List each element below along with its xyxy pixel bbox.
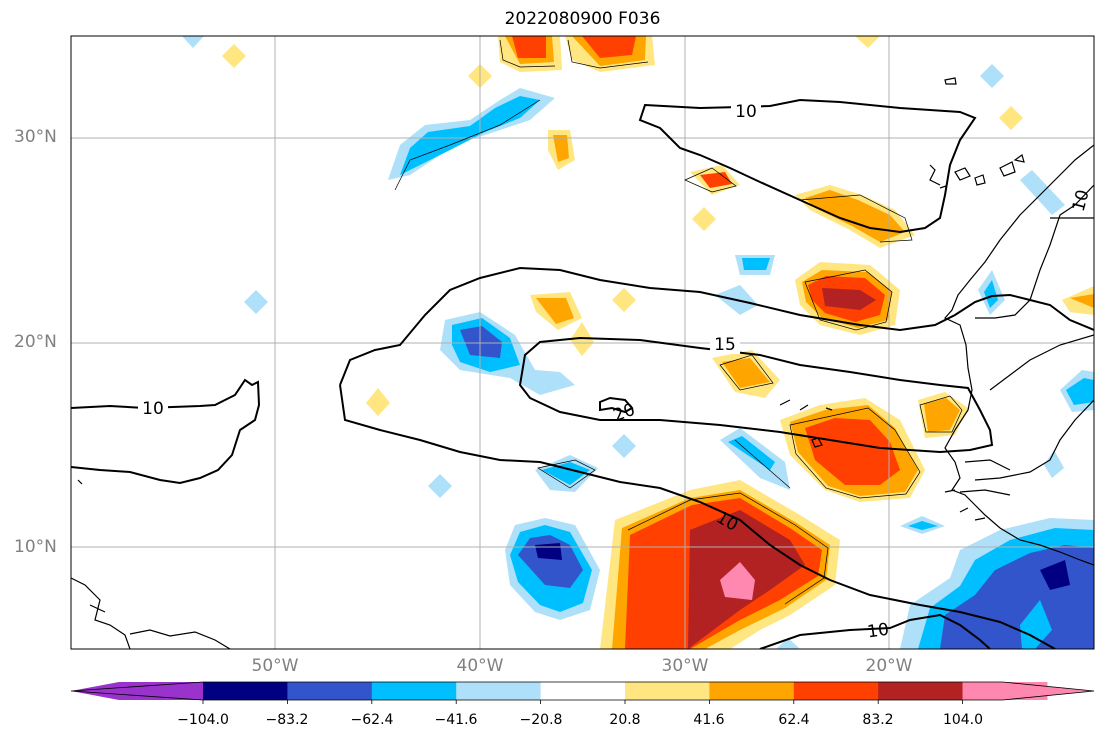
contour-labels: 10 10 15 20 10 10 10 — [138, 100, 1094, 642]
colorbar-tick-label: −104.0 — [177, 712, 229, 728]
colorbar-segment — [540, 682, 626, 700]
graticule — [71, 36, 1094, 649]
colorbar-tick-label: 83.2 — [862, 712, 894, 728]
colorbar-segment — [793, 682, 879, 700]
colorbar-extend-low — [71, 682, 203, 700]
lat-label-20n: 20°N — [14, 332, 57, 352]
map-plot-area: 10 10 15 20 10 10 10 — [71, 36, 1094, 649]
colorbar-segment — [456, 682, 542, 700]
colorbar — [70, 681, 1095, 704]
colorbar-segment — [371, 682, 457, 700]
colorbar-tick-label: 62.4 — [778, 712, 810, 728]
colorbar-tick-label: −62.4 — [350, 712, 394, 728]
colorbar-tick-label: 104.0 — [942, 712, 984, 728]
lon-label-20w: 20°W — [865, 656, 913, 676]
lon-label-50w: 50°W — [251, 656, 299, 676]
lon-label-30w: 30°W — [661, 656, 709, 676]
lat-label-30n: 30°N — [14, 127, 57, 147]
contour-label: 15 — [714, 335, 736, 355]
plot-frame — [70, 35, 1095, 650]
lat-label-10n: 10°N — [14, 537, 57, 557]
colorbar-tick-label: −83.2 — [265, 712, 309, 728]
contour-label: 10 — [866, 620, 890, 643]
colorbar-extend-high — [962, 682, 1094, 700]
contour-label: 10 — [735, 102, 757, 122]
negative-anomaly-fills — [182, 36, 1094, 649]
coastlines — [71, 77, 1094, 649]
colorbar-tick-label: −20.8 — [519, 712, 563, 728]
lon-label-40w: 40°W — [456, 656, 504, 676]
contour-label: 10 — [142, 399, 164, 419]
isoline-contours — [71, 98, 1094, 649]
colorbar-segment — [203, 682, 288, 700]
colorbar-segment — [287, 682, 373, 700]
colorbar-segment — [625, 682, 710, 700]
colorbar-tick-label: 41.6 — [693, 712, 725, 728]
colorbar-segment — [878, 682, 964, 700]
colorbar-tick-label: −41.6 — [434, 712, 478, 728]
colorbar-segment — [709, 682, 795, 700]
map-title: 2022080900 F036 — [504, 9, 661, 29]
colorbar-tick-label: 20.8 — [609, 712, 641, 728]
anomaly-outlines — [394, 39, 963, 605]
